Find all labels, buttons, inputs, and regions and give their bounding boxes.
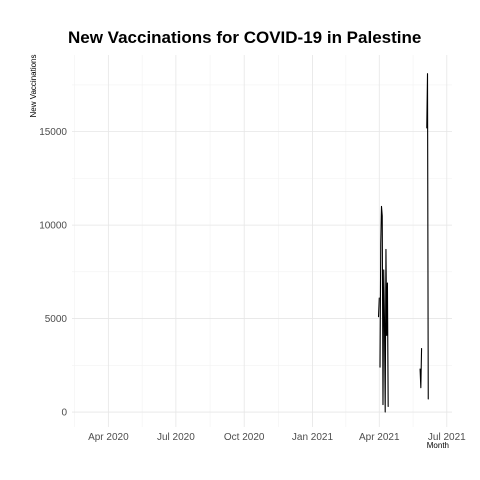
x-tick-label: Jul 2020 <box>157 432 195 443</box>
x-tick-label: Oct 2020 <box>224 432 265 443</box>
x-axis-label: Month <box>427 441 449 450</box>
chart-title: New Vaccinations for COVID-19 in Palesti… <box>68 28 421 47</box>
y-tick-label: 0 <box>61 408 67 419</box>
y-tick-label: 10000 <box>39 221 67 232</box>
grid <box>72 55 452 427</box>
y-tick-label: 5000 <box>45 314 68 325</box>
series-layer <box>377 73 429 413</box>
series-line-segment <box>379 205 389 413</box>
y-tick-label: 15000 <box>39 127 67 138</box>
series-line-segment <box>426 73 429 400</box>
y-axis: 0 5000 10000 15000 <box>39 127 67 418</box>
x-tick-label: Apr 2021 <box>359 432 400 443</box>
x-axis: Apr 2020 Jul 2020 Oct 2020 Jan 2021 Apr 2021… <box>88 432 466 443</box>
y-axis-label: New Vaccinations <box>29 55 38 118</box>
series-line-segment <box>377 297 380 318</box>
x-tick-label: Apr 2020 <box>88 432 129 443</box>
x-tick-label: Jul 2021 <box>428 432 466 443</box>
x-tick-label: Jan 2021 <box>292 432 334 443</box>
series-0 <box>377 73 429 413</box>
series-line-segment <box>419 347 423 389</box>
